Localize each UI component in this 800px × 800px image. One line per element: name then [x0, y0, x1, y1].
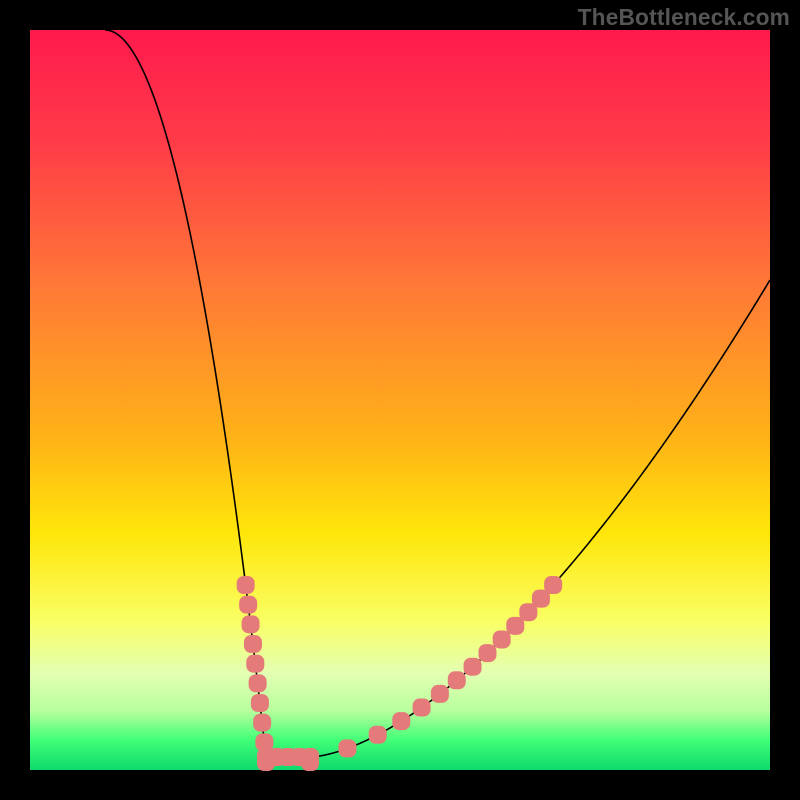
curve-marker: [493, 630, 511, 648]
curve-marker: [464, 658, 482, 676]
curve-marker: [237, 576, 255, 594]
curve-marker: [246, 655, 264, 673]
gradient-panel: [30, 30, 770, 770]
bottleneck-chart: [0, 0, 800, 800]
curve-marker: [244, 635, 262, 653]
curve-marker: [544, 576, 562, 594]
curve-marker: [369, 726, 387, 744]
curve-marker: [301, 753, 319, 771]
curve-marker: [448, 671, 466, 689]
curve-marker: [338, 739, 356, 757]
curve-marker: [239, 596, 257, 614]
watermark-text: TheBottleneck.com: [578, 4, 790, 31]
curve-marker: [506, 617, 524, 635]
curve-marker: [242, 615, 260, 633]
curve-marker: [431, 685, 449, 703]
curve-marker: [413, 699, 431, 717]
curve-marker: [478, 644, 496, 662]
curve-marker: [253, 714, 271, 732]
curve-marker: [249, 674, 267, 692]
curve-marker: [251, 694, 269, 712]
curve-marker: [392, 712, 410, 730]
